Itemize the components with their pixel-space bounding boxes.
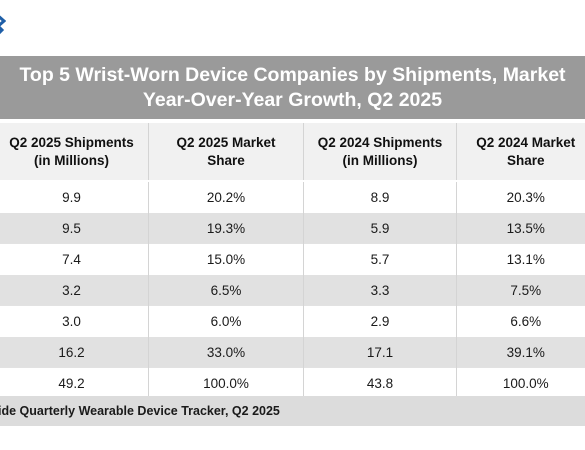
- table-cell: 20.3%: [456, 180, 585, 213]
- table-row: 9.9 20.2% 8.9 20.3%: [0, 180, 585, 213]
- table-cell: 3.2: [0, 274, 149, 306]
- table-cell: 33.0%: [148, 336, 304, 368]
- header-line: Q2 2024 Market: [476, 134, 576, 150]
- table-cell: 9.5: [0, 212, 149, 244]
- table-cell: 9.9: [0, 180, 149, 213]
- table-cell: 17.1: [303, 336, 457, 368]
- table-cell: 19.3%: [148, 212, 304, 244]
- table-cell: 8.9: [303, 180, 457, 213]
- table-cell: 3.3: [303, 274, 457, 306]
- header-line: Q2 2024 Shipments: [317, 134, 443, 150]
- table-cell: 5.7: [303, 243, 457, 275]
- table-row: 7.4 15.0% 5.7 13.1%: [0, 243, 585, 275]
- header-line: Share: [207, 152, 245, 168]
- table-cell: 16.2: [0, 336, 149, 368]
- table-cell: 2.9: [303, 305, 457, 337]
- table-cell: 5.9: [303, 212, 457, 244]
- table-row: 16.2 33.0% 17.1 39.1%: [0, 336, 585, 368]
- table-cell: 3.0: [0, 305, 149, 337]
- table-title: Top 5 Wrist-Worn Device Companies by Shi…: [0, 56, 585, 119]
- header-q2-2025-shipments: Q2 2025 Shipments (in Millions): [0, 123, 149, 182]
- brand-logo-icon: [0, 15, 6, 35]
- header-line: Share: [506, 152, 545, 168]
- header-line: (in Millions): [342, 152, 418, 168]
- shipments-table: Q2 2025 Shipments (in Millions) Q2 2025 …: [0, 123, 585, 398]
- header-line: (in Millions): [34, 152, 109, 168]
- table-row: 3.2 6.5% 3.3 7.5%: [0, 274, 585, 306]
- table-cell: 6.5%: [148, 274, 304, 306]
- header-q2-2025-share: Q2 2025 Market Share: [148, 123, 304, 182]
- table-cell: 13.5%: [456, 212, 585, 244]
- table-cell: 15.0%: [148, 243, 304, 275]
- table-row-total: 49.2 100.0% 43.8 100.0%: [0, 367, 585, 398]
- header-line: Q2 2025 Market: [176, 134, 276, 150]
- table-header-row: Q2 2025 Shipments (in Millions) Q2 2025 …: [0, 123, 585, 182]
- table-cell: 100.0%: [456, 367, 585, 398]
- table-cell: 7.5%: [456, 274, 585, 306]
- title-line-2: Year-Over-Year Growth, Q2 2025: [142, 89, 443, 111]
- table-cell: 49.2: [0, 367, 149, 398]
- table-cell: 43.8: [303, 367, 457, 398]
- table-cell: 7.4: [0, 243, 149, 275]
- table-row: 9.5 19.3% 5.9 13.5%: [0, 212, 585, 244]
- header-line: Q2 2025 Shipments: [9, 134, 134, 150]
- table-cell: 20.2%: [148, 180, 304, 213]
- title-line-1: Top 5 Wrist-Worn Device Companies by Shi…: [19, 64, 566, 86]
- table-cell: 13.1%: [456, 243, 585, 275]
- source-note: ide Quarterly Wearable Device Tracker, Q…: [0, 404, 280, 418]
- table-cell: 100.0%: [148, 367, 304, 398]
- table-cell: 39.1%: [456, 336, 585, 368]
- header-q2-2024-shipments: Q2 2024 Shipments (in Millions): [303, 123, 457, 182]
- header-q2-2024-share: Q2 2024 Market Share: [456, 123, 585, 182]
- table-cell: 6.0%: [148, 305, 304, 337]
- table-cell: 6.6%: [456, 305, 585, 337]
- source-footer: ide Quarterly Wearable Device Tracker, Q…: [0, 396, 585, 426]
- table-row: 3.0 6.0% 2.9 6.6%: [0, 305, 585, 337]
